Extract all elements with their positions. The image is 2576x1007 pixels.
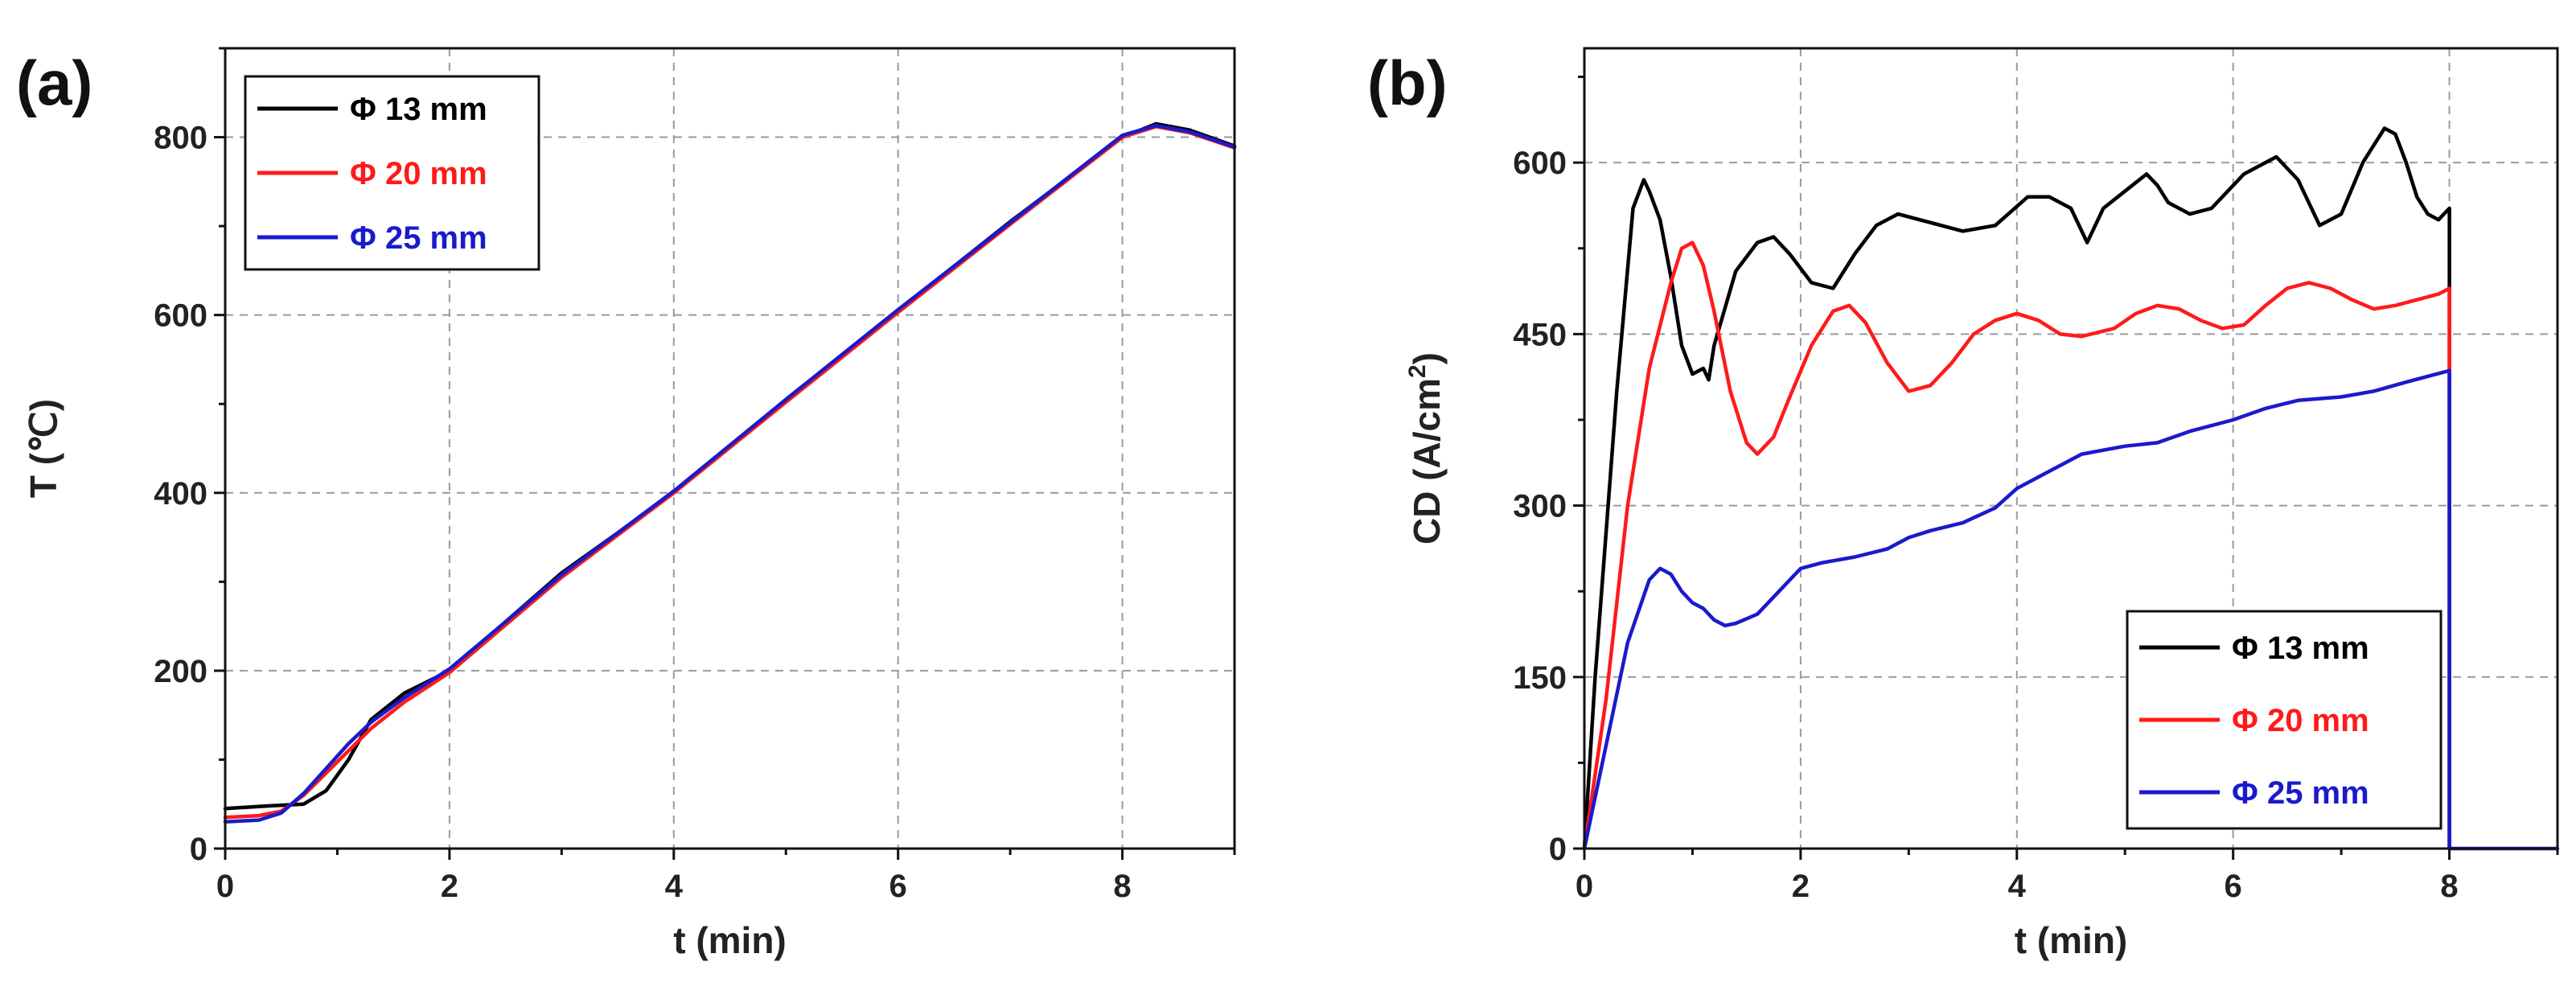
y-tick-label: 450	[1513, 317, 1567, 352]
y-tick-label: 800	[154, 121, 207, 156]
y-axis-label-main: T (℃)	[23, 399, 64, 498]
y-axis-label: CD (A/cm2)	[1404, 352, 1448, 545]
plot-frame	[224, 47, 1236, 850]
y-tick-label: 0	[1549, 832, 1567, 867]
x-tick-label: 2	[441, 869, 458, 904]
legend-label-1: Φ 13 mm	[350, 92, 487, 127]
legend-label-2: Φ 20 mm	[350, 156, 487, 191]
y-tick-label: 300	[1513, 489, 1567, 524]
x-axis-label: t (min)	[2015, 919, 2128, 961]
x-tick-label: 0	[1576, 869, 1593, 904]
series-line-3	[223, 123, 1237, 824]
y-tick-label: 0	[190, 832, 207, 867]
legend-label-3: Φ 25 mm	[2232, 775, 2369, 811]
y-tick-label: 150	[1513, 660, 1567, 696]
x-axis-label: t (min)	[673, 919, 787, 961]
x-tick-label: 6	[2225, 869, 2242, 904]
x-tick-label: 6	[889, 869, 907, 904]
y-axis-label-end: )	[1406, 352, 1448, 364]
y-tick-label: 600	[1513, 146, 1567, 181]
x-tick-label: 4	[2008, 869, 2027, 904]
x-tick-label: 0	[216, 869, 234, 904]
panel-a-chart: 0 2 4 6 8 0 200 400 600 800 t (min) T (℃) (a) Φ 13 mm…	[16, 47, 1237, 961]
series-line-2	[1582, 240, 2451, 851]
y-tick-label: 600	[154, 298, 207, 334]
y-axis-label-main: CD (A/cm	[1406, 378, 1448, 545]
x-tick-label: 4	[665, 869, 684, 904]
y-axis-label-superscript: 2	[1404, 364, 1431, 378]
panel-label: (b)	[1367, 47, 1448, 118]
legend: Φ 13 mm Φ 20 mm Φ 25 mm	[244, 75, 540, 271]
legend-label-1: Φ 13 mm	[2232, 631, 2369, 666]
x-tick-label: 8	[1113, 869, 1131, 904]
plot-frame	[1583, 47, 2559, 850]
legend-label-3: Φ 25 mm	[350, 220, 487, 256]
legend-label-2: Φ 20 mm	[2232, 703, 2369, 738]
y-tick-label: 200	[154, 654, 207, 689]
y-tick-label: 400	[154, 476, 207, 512]
panel-label: (a)	[16, 47, 92, 118]
series-line-3	[1582, 368, 2560, 851]
series-line-1	[1582, 126, 2451, 851]
x-tick-label: 8	[2440, 869, 2458, 904]
x-tick-label: 2	[1792, 869, 1810, 904]
legend: Φ 13 mm Φ 20 mm Φ 25 mm	[2126, 610, 2442, 830]
y-axis-label: T (℃)	[23, 399, 64, 498]
